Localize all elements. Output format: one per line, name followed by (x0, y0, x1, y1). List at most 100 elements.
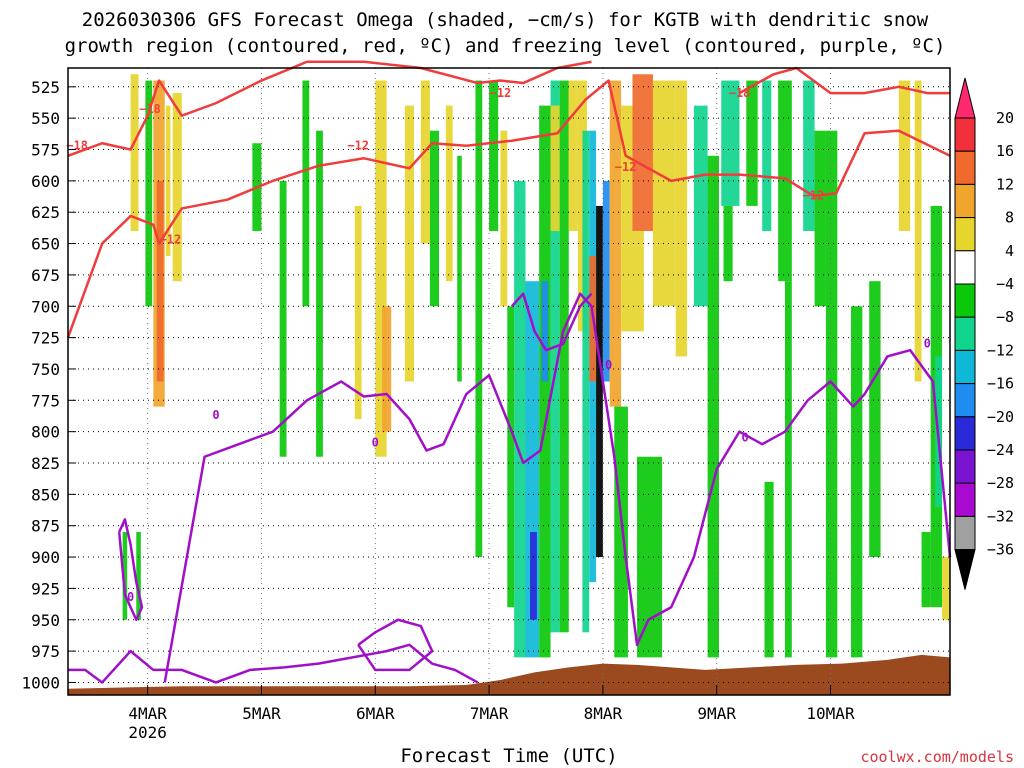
omega-cell-2 (145, 80, 153, 307)
omega-cell-41 (621, 105, 633, 332)
y-tick-label-725: 725 (31, 329, 60, 348)
x-tick-sublabel-0: 2026 (128, 723, 167, 742)
y-axis: 525 550 575 600 625 650 675 700 725 750 775 800 825 8… (21, 78, 76, 692)
contour-label-8: 0 (127, 590, 134, 604)
plot-frame (67, 67, 951, 696)
colorbar-segment-6 (954, 316, 976, 351)
omega-cell-29 (541, 281, 549, 382)
colorbar-label-8: −16 (987, 375, 1014, 393)
colorbar-bottom-arrow (954, 549, 976, 590)
contour-label-0: −18 (66, 139, 88, 153)
y-tick-label-525: 525 (31, 78, 60, 97)
colorbar-segment-2 (954, 183, 976, 219)
freezing-contour-3 (117, 518, 144, 622)
omega-cell-30 (550, 80, 560, 633)
omega-cell-60 (850, 306, 863, 658)
omega-cell-52 (746, 80, 758, 206)
omega-cell-56 (784, 281, 792, 658)
contour-label-10: 0 (372, 436, 379, 450)
omega-cell-32 (559, 80, 569, 633)
omega-cell-0 (130, 74, 139, 232)
colorbar-label-3: 8 (1005, 209, 1014, 227)
x-tick-label-3: 7MAR (470, 704, 509, 723)
y-tick-label-675: 675 (31, 266, 60, 285)
omega-cell-23 (500, 130, 508, 307)
colorbar-label-4: 4 (1005, 242, 1014, 260)
contour-label-3: −12 (347, 139, 369, 153)
colorbar-segment-4 (954, 250, 976, 285)
omega-cell-6 (172, 93, 182, 282)
omega-cell-27 (530, 531, 537, 620)
omega-cell-33 (568, 80, 578, 232)
omega-cell-40 (609, 80, 622, 407)
omega-cell-48 (693, 105, 708, 307)
omega-cell-11 (302, 80, 310, 307)
contour-label-2: −12 (160, 233, 182, 247)
contour-label-12: 0 (742, 431, 749, 445)
omega-cell-14 (375, 80, 387, 457)
omega-cell-45 (675, 80, 688, 357)
x-tick-label-4: 8MAR (584, 704, 623, 723)
omega-cell-44 (652, 80, 676, 307)
y-tick-label-825: 825 (31, 454, 60, 473)
contour-label-1: −18 (139, 102, 161, 116)
omega-cell-55 (778, 80, 792, 282)
colorbar-label-13: −36 (987, 541, 1014, 559)
contour-label-13: 0 (924, 337, 931, 351)
dgz-contour-0 (66, 79, 951, 339)
omega-cell-42 (632, 74, 653, 232)
y-tick-label-875: 875 (31, 517, 60, 536)
omega-cell-61 (869, 281, 881, 558)
omega-cell-49 (707, 155, 719, 658)
colorbar-segment-8 (954, 383, 976, 418)
y-tick-label-600: 600 (31, 172, 60, 191)
y-tick-label-850: 850 (31, 485, 60, 504)
omega-cell-4 (156, 180, 164, 382)
x-tick-label-1: 5MAR (242, 704, 281, 723)
y-tick-label-625: 625 (31, 203, 60, 222)
x-tick-label-2: 6MAR (356, 704, 395, 723)
contour-label-7: −18 (729, 86, 751, 100)
colorbar-label-12: −32 (987, 507, 1014, 525)
contour-label-6: −12 (803, 189, 825, 203)
omega-cell-8 (136, 531, 141, 620)
colorbar-label-9: −20 (987, 408, 1014, 426)
y-tick-label-800: 800 (31, 423, 60, 442)
omega-cell-7 (122, 531, 128, 620)
omega-cell-58 (814, 130, 826, 307)
colorbar-label-0: 20 (996, 109, 1014, 127)
y-tick-label-950: 950 (31, 611, 60, 630)
dgz-contour-layer (66, 60, 951, 339)
x-tick-label-5: 9MAR (697, 704, 736, 723)
omega-cell-46 (614, 406, 628, 658)
omega-cell-59 (825, 130, 838, 658)
colorbar-segment-7 (954, 349, 976, 385)
colorbar-label-6: −8 (996, 308, 1014, 326)
omega-cell-18 (429, 130, 440, 307)
omega-cell-21 (475, 80, 483, 558)
y-tick-label-750: 750 (31, 360, 60, 379)
x-axis-label: Forecast Time (UTC) (400, 745, 617, 767)
omega-cell-57 (803, 80, 815, 232)
y-tick-label-650: 650 (31, 235, 60, 254)
y-tick-label-700: 700 (31, 297, 60, 316)
credit-text: coolwx.com/models (860, 748, 1014, 766)
omega-cell-10 (279, 180, 287, 457)
terrain-fill (68, 654, 950, 695)
colorbar: 20 16 12 8 4 −4 −8 −12 −16 −20 −24 −28 −32 −36 (954, 77, 1014, 590)
omega-cell-16 (404, 105, 414, 382)
omega-cell-13 (354, 205, 362, 420)
y-tick-label-550: 550 (31, 109, 60, 128)
contour-label-4: −12 (490, 86, 512, 100)
omega-cell-22 (489, 80, 499, 232)
y-tick-label-575: 575 (31, 141, 60, 160)
colorbar-label-10: −24 (987, 441, 1014, 459)
colorbar-label-2: 12 (996, 175, 1014, 193)
colorbar-segment-5 (954, 283, 976, 318)
omega-cell-37 (596, 205, 603, 558)
x-tick-label-0: 4MAR (128, 704, 167, 723)
y-tick-label-975: 975 (31, 642, 60, 661)
omega-cell-66 (921, 531, 931, 608)
omega-cell-53 (762, 80, 772, 232)
freezing-contour-1 (510, 292, 593, 352)
